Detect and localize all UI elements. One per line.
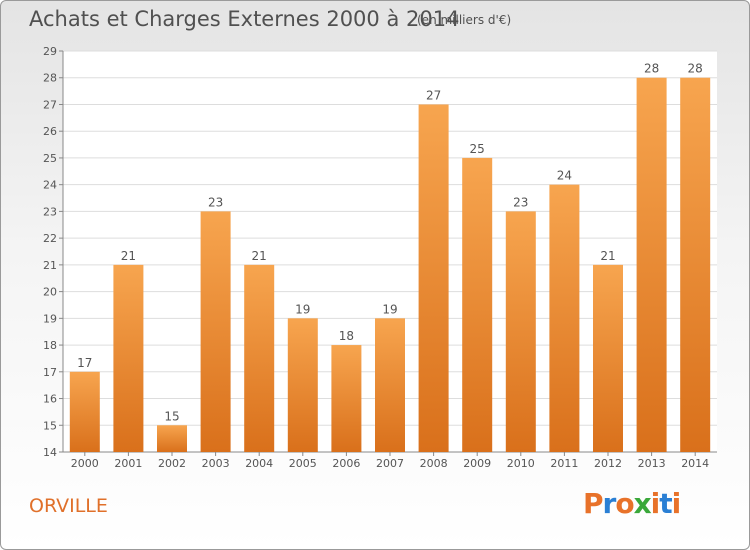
- bar-value-label: 21: [600, 249, 615, 263]
- bar-value-label: 28: [644, 62, 659, 76]
- bar-value-label: 27: [426, 88, 441, 102]
- x-tick-label: 2006: [332, 457, 360, 470]
- bar: [418, 104, 449, 452]
- x-tick-label: 2011: [550, 457, 578, 470]
- bar-value-label: 19: [295, 302, 310, 316]
- bar-value-label: 21: [121, 249, 136, 263]
- logo-letter: o: [615, 487, 634, 520]
- bar: [157, 425, 187, 452]
- chart-title: Achats et Charges Externes 2000 à 2014: [29, 7, 460, 31]
- bar-value-label: 18: [339, 329, 354, 343]
- bar-value-label: 19: [382, 302, 397, 316]
- y-tick-label: 23: [43, 205, 57, 218]
- bar-value-label: 23: [208, 195, 223, 209]
- x-tick-label: 2002: [158, 457, 186, 470]
- bar: [593, 264, 623, 452]
- x-tick-label: 2012: [594, 457, 622, 470]
- logo-letter: r: [602, 487, 617, 520]
- bar: [69, 371, 100, 452]
- y-tick-label: 17: [43, 366, 57, 379]
- bar-value-label: 21: [252, 249, 267, 263]
- y-tick-label: 15: [43, 419, 57, 432]
- y-tick-label: 20: [43, 286, 57, 299]
- bar: [244, 264, 275, 452]
- x-tick-label: 2001: [114, 457, 142, 470]
- logo-letter: P: [583, 487, 604, 520]
- y-tick-label: 26: [43, 125, 57, 138]
- y-tick-label: 22: [43, 232, 57, 245]
- x-tick-label: 2010: [507, 457, 535, 470]
- bar: [113, 264, 144, 452]
- x-tick-label: 2013: [638, 457, 666, 470]
- chart-subtitle: (en milliers d'€): [417, 13, 512, 27]
- y-tick-label: 25: [43, 152, 57, 165]
- logo-letter: i: [671, 487, 682, 520]
- x-tick-label: 2004: [245, 457, 273, 470]
- y-tick-label: 18: [43, 339, 57, 352]
- bar-value-label: 28: [688, 62, 703, 76]
- bar-value-label: 24: [557, 169, 572, 183]
- y-tick-label: 29: [43, 45, 57, 58]
- x-tick-label: 2000: [71, 457, 99, 470]
- logo-letter: x: [633, 487, 652, 520]
- logo-letter: i: [650, 487, 661, 520]
- place-name: ORVILLE: [29, 495, 108, 517]
- bar: [549, 184, 580, 452]
- x-tick-label: 2014: [681, 457, 709, 470]
- bar-value-label: 17: [77, 356, 92, 370]
- x-tick-label: 2008: [420, 457, 448, 470]
- bar-value-label: 15: [164, 409, 179, 423]
- x-tick-label: 2009: [463, 457, 491, 470]
- x-tick-label: 2003: [202, 457, 230, 470]
- y-tick-label: 27: [43, 98, 57, 111]
- y-tick-label: 14: [43, 446, 57, 459]
- bar: [636, 77, 667, 452]
- bar-value-label: 23: [513, 195, 528, 209]
- bar: [287, 318, 318, 452]
- bar: [505, 211, 536, 452]
- x-tick-label: 2007: [376, 457, 404, 470]
- logo-letter: t: [659, 487, 672, 520]
- bar: [462, 157, 493, 452]
- y-tick-label: 28: [43, 72, 57, 85]
- proxiti-logo[interactable]: Proxiti: [583, 487, 682, 520]
- bar-value-label: 25: [470, 142, 485, 156]
- bar: [331, 345, 362, 452]
- x-tick-label: 2005: [289, 457, 317, 470]
- y-tick-label: 21: [43, 259, 57, 272]
- y-tick-label: 24: [43, 179, 57, 192]
- bar: [375, 318, 405, 452]
- y-tick-label: 19: [43, 312, 57, 325]
- y-tick-label: 16: [43, 393, 57, 406]
- bar: [680, 77, 711, 452]
- bar: [200, 211, 231, 452]
